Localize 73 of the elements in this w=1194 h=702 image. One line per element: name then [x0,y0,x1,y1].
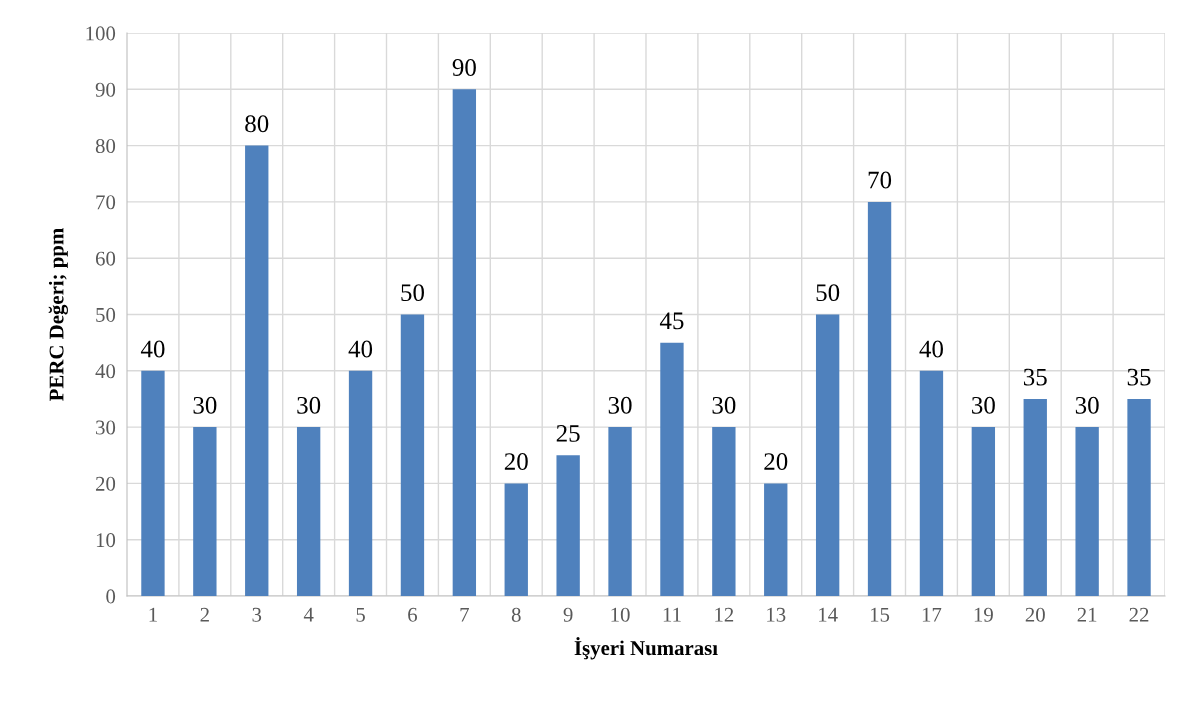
x-tick-label: 21 [1077,607,1097,622]
bar [400,314,425,596]
bar [971,427,996,596]
x-tick-label: 12 [715,607,734,622]
y-tick-label: 70 [96,195,116,210]
data-label: 70 [868,171,892,189]
x-axis-title: İşyeri Numarası [574,637,718,660]
data-label: 80 [245,115,269,133]
data-label: 35 [1023,368,1047,386]
bar [919,370,944,596]
bar [348,370,373,596]
x-tick-label: 3 [252,607,262,622]
data-label: 25 [556,425,580,442]
bar [1127,398,1151,596]
bar [141,370,165,596]
y-tick-label: 80 [95,138,116,154]
x-tick-label: 1 [149,607,157,622]
x-tick-label: 13 [767,607,786,622]
bar [193,427,217,596]
x-tick-label: 2 [200,607,209,622]
data-label: 30 [193,396,217,414]
x-tick-label: 14 [819,607,838,622]
bar [1023,398,1047,596]
data-label: 30 [297,396,321,414]
y-tick-label: 100 [86,26,116,41]
y-tick-label: 30 [96,420,116,435]
x-tick-label: 22 [1129,607,1149,622]
data-label: 50 [816,284,840,302]
data-label: 20 [504,453,528,470]
x-tick-label: 5 [356,607,365,622]
y-tick-label: 20 [95,476,116,491]
data-label: 40 [140,340,165,358]
bar [504,483,528,596]
x-tick-label: 10 [611,607,630,622]
x-tick-label: 6 [408,607,418,622]
x-tick-label: 9 [563,607,573,622]
x-tick-label: 19 [974,607,993,622]
y-tick-label: 50 [96,307,116,322]
data-label: 20 [764,453,788,470]
y-tick-label: 60 [95,251,116,266]
data-label: 30 [972,396,995,414]
bar [556,455,580,596]
x-tick-label: 17 [922,607,942,622]
data-label: 50 [401,284,424,302]
data-label: 30 [608,396,632,414]
bar [608,427,632,596]
bar [712,427,736,596]
data-label: 45 [659,312,684,330]
x-tick-label: 11 [663,607,681,622]
bar [296,427,321,596]
bar [452,89,477,596]
bar [1075,427,1099,596]
y-tick-label: 40 [95,364,116,379]
bar [660,342,684,596]
x-tick-label: 15 [870,607,890,622]
y-axis-title: PERC Değeri; ppm [48,228,68,401]
x-tick-label: 7 [460,607,469,622]
y-tick-label: 0 [106,589,116,604]
bar [245,145,269,596]
bar [815,314,840,596]
data-label: 30 [712,396,736,414]
data-label: 40 [919,340,943,358]
x-tick-label: 4 [303,607,314,622]
data-label: 35 [1127,368,1151,386]
bar [764,483,788,596]
y-tick-label: 10 [96,533,116,548]
bar [867,201,892,596]
x-tick-label: 20 [1025,607,1045,622]
y-tick-label: 90 [95,82,116,97]
x-tick-label: 8 [511,607,521,622]
data-label: 90 [452,59,476,76]
data-label: 30 [1075,396,1099,414]
data-label: 40 [348,340,373,358]
